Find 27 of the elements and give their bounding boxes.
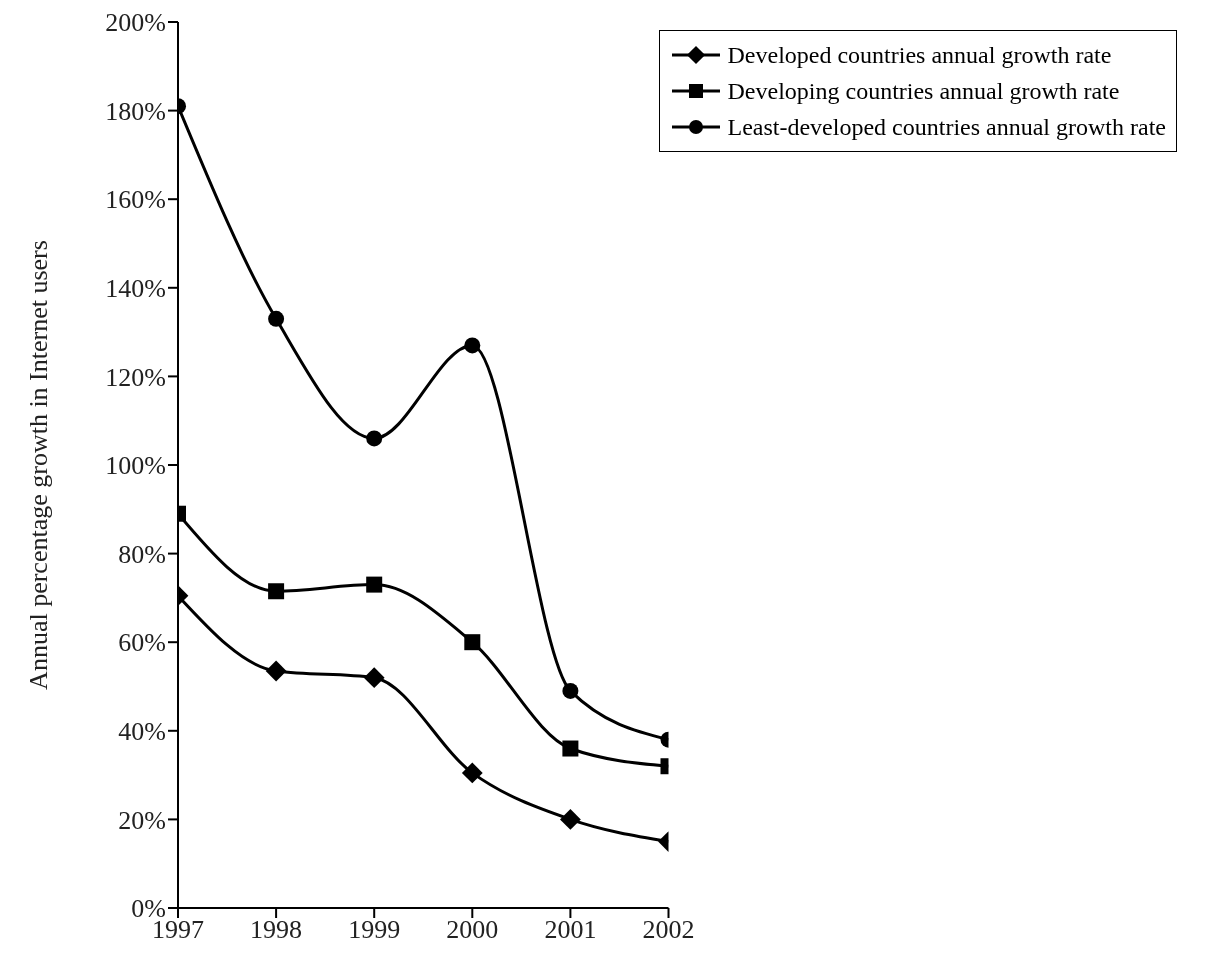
y-axis-title: Annual percentage growth in Internet users [24, 240, 54, 690]
y-tick-label: 180% [105, 96, 166, 126]
y-tick-label: 140% [105, 274, 166, 304]
legend-label: Developing countries annual growth rate [727, 77, 1120, 106]
legend-label: Developed countries annual growth rate [727, 41, 1112, 70]
point [268, 310, 285, 327]
y-tick-label: 60% [118, 628, 166, 658]
point [366, 576, 383, 593]
y-tick-label: 80% [118, 539, 166, 569]
point [268, 583, 285, 600]
point [363, 667, 385, 689]
x-tick-label: 1999 [348, 915, 401, 945]
y-tick-label: 160% [105, 185, 166, 215]
x-tick-label: 2002 [642, 915, 695, 945]
point [464, 634, 481, 651]
y-tick-label: 100% [105, 451, 166, 481]
legend-label: Least-developed countries annual growth rate [727, 113, 1166, 142]
point [461, 762, 483, 784]
y-tick-label: 20% [118, 805, 166, 835]
x-tick-label: 2001 [544, 915, 597, 945]
y-tick-label: 200% [105, 8, 166, 38]
y-tick-label: 40% [118, 717, 166, 747]
point [366, 430, 383, 447]
point [464, 337, 481, 354]
x-tick-label: 2000 [446, 915, 499, 945]
y-tick-label: 120% [105, 362, 166, 392]
x-tick-label: 1998 [250, 915, 303, 945]
